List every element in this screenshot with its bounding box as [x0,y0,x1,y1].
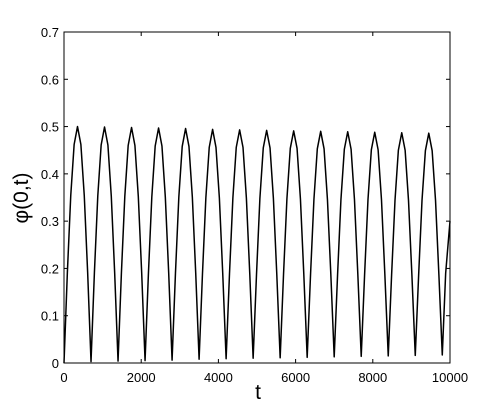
plot-frame [63,31,451,364]
y-tick-label: 0.7 [41,25,59,40]
x-tick-label: 6000 [281,370,310,385]
y-tick-label: 0.3 [41,214,59,229]
line [63,125,451,364]
y-axis-label: φ(0,t) [10,173,33,224]
x-axis-label: t [255,381,261,404]
y-tick-label: 0.5 [41,120,59,135]
y-tick-label: 0.4 [41,167,59,182]
y-tick-label: 0.1 [41,309,59,324]
x-tick-label: 4000 [204,370,233,385]
y-tick-label: 0 [52,356,59,371]
x-tick-label: 8000 [358,370,387,385]
x-tick-label: 10000 [432,370,468,385]
x-tick-label: 2000 [127,370,156,385]
x-tick-label: 0 [60,370,67,385]
y-tick-label: 0.6 [41,72,59,87]
y-tick-label: 0.2 [41,261,59,276]
